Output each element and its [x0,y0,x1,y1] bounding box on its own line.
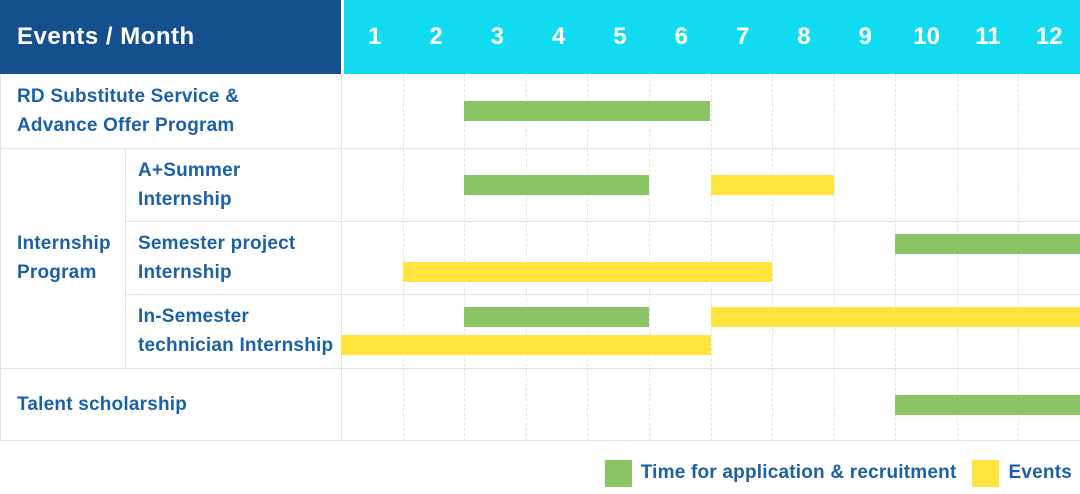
month-gridline [525,74,527,441]
month-header: 1 2 3 4 5 6 7 8 9 10 11 12 [344,0,1080,74]
table-border [125,221,1080,222]
legend-label: Time for application & recruitment [640,462,957,483]
month-gridline [648,74,650,441]
month-header-cell: 5 [613,23,627,50]
month-header-cell: 2 [429,23,443,50]
event-bar [710,307,1080,327]
recruitment-bar [464,174,649,195]
row-label-rd-substitute: RD Substitute Service & Advance Offer Pr… [0,74,341,148]
month-header-cell: 4 [551,23,566,50]
row-label-line: Internship [138,261,232,283]
month-header-cell: 11 [975,23,1001,50]
group-label-line: Program [17,262,97,283]
month-header-cell: 3 [490,23,504,50]
table-border [0,440,1080,441]
month-gridline [402,74,404,441]
month-gridline [710,74,712,441]
month-header-cell: 10 [913,23,940,50]
recruitment-bar [464,307,649,327]
row-label-line: Talent scholarship [17,394,188,415]
group-label-internship-program: Internship Program [0,148,125,368]
row-label-line: Advance Offer Program [17,115,235,136]
row-label-a-summer-internship: A+Summer Internship [125,148,341,221]
month-header-cell: 7 [735,23,750,50]
table-border [341,74,342,441]
row-label-line: In-Semester [138,306,249,327]
month-gridline [833,74,835,441]
event-bar [402,262,773,282]
row-label-in-semester-technician-internship: In-Semester technician Internship [125,294,341,368]
recruitment-swatch-icon [604,459,632,487]
legend-item-events: Events [972,459,1072,487]
row-label-line: technician Internship [138,335,334,356]
month-gridline [895,74,897,441]
event-swatch-icon [972,459,1000,487]
events-month-header-cell: Events / Month [0,0,341,74]
table-border [0,368,1080,369]
table-border [125,148,126,368]
month-gridline [956,74,958,441]
recruitment-bar [895,394,1080,415]
legend: Time for application & recruitment Event… [0,452,1080,494]
legend-item-recruitment: Time for application & recruitment [604,459,957,487]
event-bar [341,335,711,355]
legend-label: Events [1008,462,1072,483]
table-border [0,74,1,441]
month-header-cell: 1 [367,23,382,50]
month-gridline [772,74,774,441]
group-label-line: Internship [17,233,111,254]
recruitment-bar [464,101,711,121]
table-border [0,148,1080,149]
row-label-semester-project-internship: Semester project Internship [125,221,341,294]
month-header-cell: 8 [797,23,811,50]
row-label-line: Internship [138,188,232,210]
recruitment-bar [895,234,1080,254]
month-gridline [1018,74,1020,441]
table-border [125,294,1080,295]
month-gridline [464,74,466,441]
month-gridline [587,74,589,441]
row-label-talent-scholarship: Talent scholarship [0,368,341,441]
row-label-line: RD Substitute Service & [17,86,240,107]
event-bar [710,174,834,195]
row-label-line: A+Summer [138,159,241,181]
row-label-line: Semester project [138,232,296,254]
events-month-title: Events / Month [17,23,195,50]
month-header-cell: 12 [1035,23,1063,50]
month-header-cell: 9 [858,23,872,50]
month-header-cell: 6 [674,23,688,50]
